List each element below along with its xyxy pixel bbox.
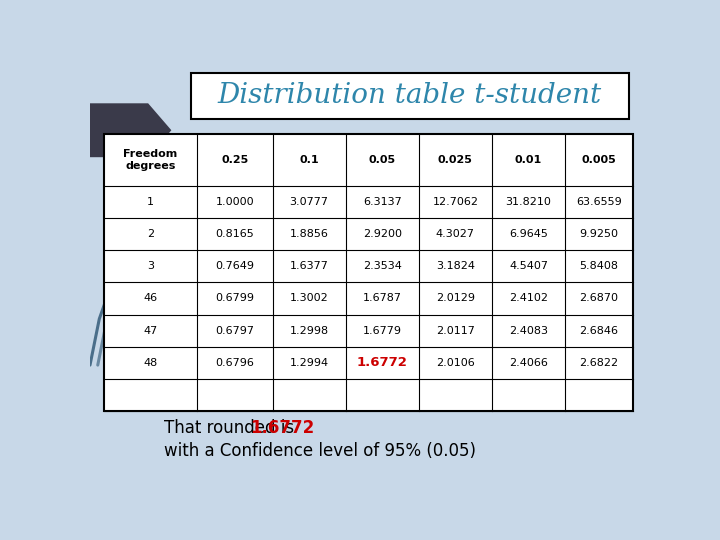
Bar bbox=[104, 134, 632, 411]
Text: 3: 3 bbox=[147, 261, 154, 271]
Text: 46: 46 bbox=[143, 293, 158, 303]
Text: 1.0000: 1.0000 bbox=[215, 197, 254, 207]
Text: 1.6772: 1.6772 bbox=[251, 419, 315, 437]
Text: 2.4066: 2.4066 bbox=[509, 358, 548, 368]
Text: 63.6559: 63.6559 bbox=[576, 197, 621, 207]
Text: 2.3534: 2.3534 bbox=[363, 261, 402, 271]
Text: 3.0777: 3.0777 bbox=[289, 197, 329, 207]
Text: 2.6846: 2.6846 bbox=[580, 326, 618, 336]
Text: 0.8165: 0.8165 bbox=[215, 229, 254, 239]
Text: 0.025: 0.025 bbox=[438, 155, 473, 165]
Text: 0.1: 0.1 bbox=[300, 155, 319, 165]
Text: 6.9645: 6.9645 bbox=[509, 229, 548, 239]
Text: 0.005: 0.005 bbox=[581, 155, 616, 165]
Text: 2: 2 bbox=[147, 229, 154, 239]
Text: 0.7649: 0.7649 bbox=[215, 261, 254, 271]
Text: 3.1824: 3.1824 bbox=[436, 261, 475, 271]
Text: 6.3137: 6.3137 bbox=[363, 197, 402, 207]
Text: 48: 48 bbox=[143, 358, 158, 368]
Text: 1.2998: 1.2998 bbox=[289, 326, 329, 336]
Text: 2.6870: 2.6870 bbox=[580, 293, 618, 303]
Text: 2.9200: 2.9200 bbox=[363, 229, 402, 239]
Text: 1: 1 bbox=[147, 197, 154, 207]
Polygon shape bbox=[90, 103, 171, 157]
Text: Distribution table t-student: Distribution table t-student bbox=[217, 82, 602, 109]
Text: 1.8856: 1.8856 bbox=[289, 229, 328, 239]
Text: 4.5407: 4.5407 bbox=[509, 261, 548, 271]
Text: 1.6772: 1.6772 bbox=[357, 356, 408, 369]
Text: 0.6797: 0.6797 bbox=[215, 326, 254, 336]
Text: 12.7062: 12.7062 bbox=[433, 197, 478, 207]
Text: 1.6787: 1.6787 bbox=[363, 293, 402, 303]
Text: 0.25: 0.25 bbox=[221, 155, 248, 165]
Text: 0.01: 0.01 bbox=[515, 155, 542, 165]
Text: 2.0117: 2.0117 bbox=[436, 326, 474, 336]
Text: 0.6796: 0.6796 bbox=[215, 358, 254, 368]
Text: 1.6779: 1.6779 bbox=[363, 326, 402, 336]
Text: 4.3027: 4.3027 bbox=[436, 229, 475, 239]
Text: 5.8408: 5.8408 bbox=[580, 261, 618, 271]
Text: 1.3002: 1.3002 bbox=[290, 293, 328, 303]
Text: 2.4102: 2.4102 bbox=[509, 293, 548, 303]
FancyBboxPatch shape bbox=[191, 72, 629, 119]
Text: with a Confidence level of 95% (0.05): with a Confidence level of 95% (0.05) bbox=[163, 442, 476, 460]
Text: 2.6822: 2.6822 bbox=[579, 358, 618, 368]
Text: 2.4083: 2.4083 bbox=[509, 326, 548, 336]
Text: That rounded is: That rounded is bbox=[163, 419, 299, 437]
Text: 1.2994: 1.2994 bbox=[289, 358, 329, 368]
Text: 2.0129: 2.0129 bbox=[436, 293, 475, 303]
Text: Freedom
degrees: Freedom degrees bbox=[123, 149, 177, 171]
Text: 47: 47 bbox=[143, 326, 158, 336]
Text: 31.8210: 31.8210 bbox=[505, 197, 552, 207]
Text: 0.05: 0.05 bbox=[369, 155, 396, 165]
Text: 0.6799: 0.6799 bbox=[215, 293, 254, 303]
Text: 1.6377: 1.6377 bbox=[289, 261, 328, 271]
Text: 9.9250: 9.9250 bbox=[580, 229, 618, 239]
Bar bbox=[104, 134, 632, 411]
Text: 2.0106: 2.0106 bbox=[436, 358, 474, 368]
